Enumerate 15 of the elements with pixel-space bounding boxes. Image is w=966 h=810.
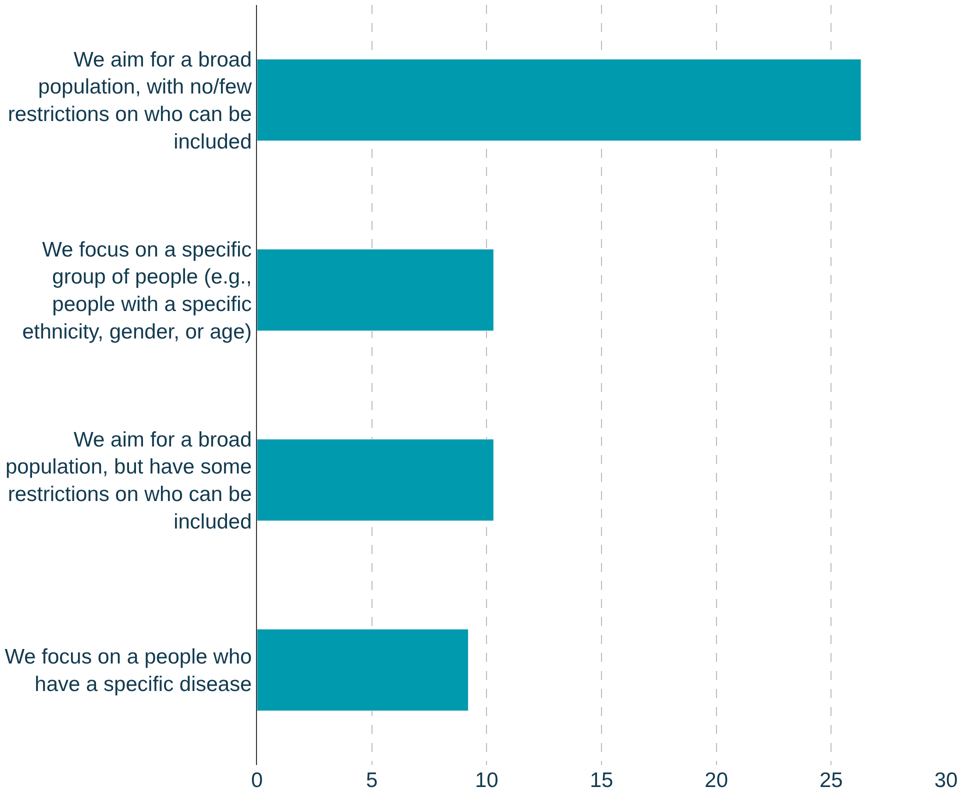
bar — [257, 628, 469, 712]
y-tick-label: We aim for a broad population, with no/few restrictions on who can be included — [8, 48, 253, 154]
x-tick-label: 20 — [704, 769, 728, 792]
y-tick-label: We aim for a broad population, but have some restrictions on who can be included — [5, 428, 252, 534]
x-tick-label: 5 — [366, 769, 378, 792]
x-tick-label: 0 — [251, 769, 263, 792]
y-tick-label: We focus on a people who have a specific disease — [4, 646, 252, 696]
x-tick-label: 10 — [474, 769, 498, 792]
bar — [257, 58, 862, 142]
y-tick-label: We focus on a specific group of people (e.g., people with a specific ethnicity, gender, or age) — [22, 238, 252, 344]
x-tick-label: 25 — [819, 769, 843, 792]
x-tick-label: 30 — [934, 769, 958, 792]
x-tick-label: 15 — [590, 769, 614, 792]
bar — [257, 248, 494, 332]
bar — [257, 438, 494, 522]
